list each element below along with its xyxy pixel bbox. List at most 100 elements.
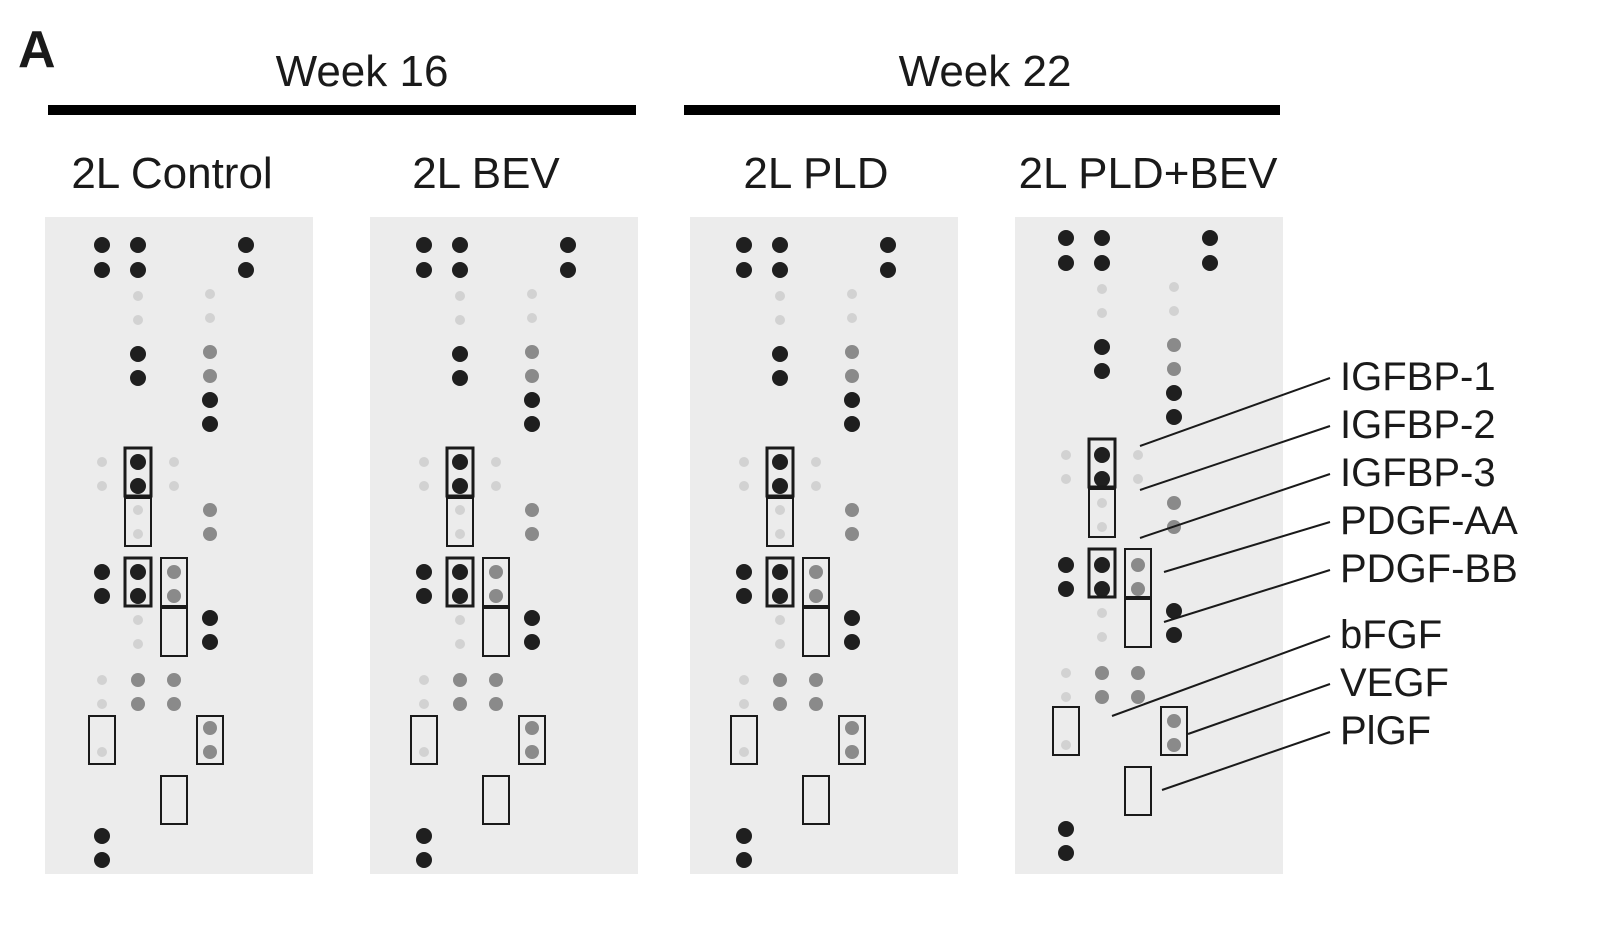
array-spot xyxy=(775,615,785,625)
array-spot xyxy=(452,370,468,386)
analyte-box xyxy=(1124,548,1152,598)
array-spot xyxy=(1094,447,1110,463)
analyte-box xyxy=(482,775,510,825)
array-spot xyxy=(416,852,432,868)
array-spot xyxy=(202,610,218,626)
array-spot xyxy=(772,237,788,253)
array-spot xyxy=(525,345,539,359)
analyte-box xyxy=(88,715,116,765)
array-spot xyxy=(845,745,859,759)
annotation-plgf: PlGF xyxy=(1340,709,1431,753)
annotation-pdgf-aa: PDGF-AA xyxy=(1340,499,1518,543)
analyte-box xyxy=(1124,598,1152,648)
array-spot xyxy=(1058,557,1074,573)
array-spot xyxy=(739,747,749,757)
array-spot xyxy=(1058,845,1074,861)
array-spot xyxy=(527,289,537,299)
analyte-box xyxy=(802,775,830,825)
array-spot xyxy=(845,345,859,359)
array-spot xyxy=(736,237,752,253)
array-spot xyxy=(133,529,143,539)
array-spot xyxy=(775,291,785,301)
array-spot xyxy=(1058,230,1074,246)
annotation-labels: IGFBP-1 IGFBP-2 IGFBP-3 PDGF-AA PDGF-BB … xyxy=(1340,355,1518,753)
array-spot xyxy=(489,565,503,579)
analyte-box xyxy=(160,557,188,607)
array-spot xyxy=(525,721,539,735)
array-spot xyxy=(203,527,217,541)
array-spot xyxy=(527,313,537,323)
array-spot xyxy=(772,564,788,580)
array-spot xyxy=(416,588,432,604)
analyte-box xyxy=(123,446,153,498)
array-spot xyxy=(524,392,540,408)
analyte-box xyxy=(482,557,510,607)
leader-bfgf xyxy=(1111,635,1331,717)
array-spot xyxy=(416,262,432,278)
array-spot xyxy=(97,481,107,491)
group-bar-week22 xyxy=(684,105,1280,115)
array-spot xyxy=(203,345,217,359)
array-spot xyxy=(1097,608,1107,618)
array-spot xyxy=(238,237,254,253)
array-spot xyxy=(1094,255,1110,271)
array-spot xyxy=(1097,498,1107,508)
array-spot xyxy=(455,639,465,649)
array-spot xyxy=(203,721,217,735)
array-spot xyxy=(489,673,503,687)
analyte-box xyxy=(1052,706,1080,756)
array-spot xyxy=(772,454,788,470)
array-spot xyxy=(167,589,181,603)
array-spot xyxy=(131,697,145,711)
array-spot xyxy=(133,615,143,625)
array-spot xyxy=(844,610,860,626)
array-spot xyxy=(775,505,785,515)
array-spot xyxy=(130,564,146,580)
array-spot xyxy=(130,346,146,362)
array-spot xyxy=(560,262,576,278)
array-spot xyxy=(133,505,143,515)
array-spot xyxy=(133,639,143,649)
array-spot xyxy=(1166,603,1182,619)
analyte-box xyxy=(124,497,152,547)
array-spot xyxy=(452,262,468,278)
annotation-igfbp-1: IGFBP-1 xyxy=(1340,355,1496,399)
array-spot xyxy=(453,697,467,711)
array-spot xyxy=(491,457,501,467)
array-spot xyxy=(130,237,146,253)
array-spot xyxy=(1058,821,1074,837)
analyte-box xyxy=(196,715,224,765)
leader-pdgf-bb xyxy=(1163,569,1331,623)
array-spot xyxy=(97,457,107,467)
array-spot xyxy=(809,673,823,687)
array-spot xyxy=(455,505,465,515)
leader-igfbp-1 xyxy=(1139,377,1331,447)
array-spot xyxy=(489,697,503,711)
array-spot xyxy=(845,527,859,541)
leader-pdgf-aa xyxy=(1163,521,1331,573)
array-spot xyxy=(455,615,465,625)
array-spot xyxy=(1095,666,1109,680)
array-spot xyxy=(739,457,749,467)
annotation-pdgf-bb: PDGF-BB xyxy=(1340,547,1518,591)
analyte-box xyxy=(802,557,830,607)
array-spot xyxy=(736,852,752,868)
array-spot xyxy=(202,634,218,650)
array-spot xyxy=(94,564,110,580)
array-spot xyxy=(845,503,859,517)
analyte-box xyxy=(518,715,546,765)
array-spot xyxy=(97,747,107,757)
array-spot xyxy=(1061,450,1071,460)
array-spot xyxy=(419,699,429,709)
group-label-week16: Week 16 xyxy=(276,47,449,96)
array-spot xyxy=(1169,282,1179,292)
array-spot xyxy=(1167,714,1181,728)
array-spot xyxy=(775,639,785,649)
array-spot xyxy=(130,262,146,278)
membrane-label-2: 2L PLD xyxy=(743,149,888,198)
array-spot xyxy=(1097,284,1107,294)
array-spot xyxy=(167,697,181,711)
array-spot xyxy=(455,291,465,301)
array-spot xyxy=(1166,385,1182,401)
membrane-background xyxy=(1015,217,1283,874)
